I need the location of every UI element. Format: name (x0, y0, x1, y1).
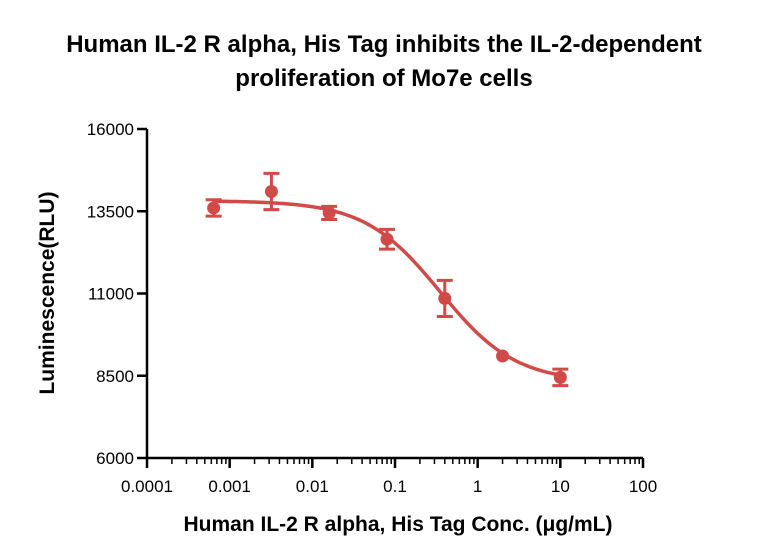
x-tick-label: 100 (629, 477, 657, 496)
data-point (322, 206, 336, 220)
y-tick-label: 6000 (96, 449, 134, 468)
y-axis-ticks: 6000 8500 11000 13500 16000 (87, 120, 147, 468)
y-tick-label: 8500 (96, 367, 134, 386)
x-axis-title: Human IL-2 R alpha, His Tag Conc. (μg/mL… (184, 513, 613, 536)
data-point (264, 185, 278, 199)
chart-title-line-1: Human IL-2 R alpha, His Tag inhibits the… (66, 31, 702, 58)
y-tick-label: 13500 (87, 202, 134, 221)
x-tick-label: 0.0001 (121, 477, 173, 496)
data-point (380, 232, 394, 246)
x-tick-label: 10 (551, 477, 570, 496)
y-axis-title: Luminescence(RLU) (36, 191, 59, 394)
x-tick-label: 1 (473, 477, 482, 496)
data-point (207, 201, 221, 215)
x-axis-ticks: 0.0001 0.001 0.01 0.1 1 10 100 (121, 458, 657, 496)
fit-curve (213, 199, 561, 377)
data-point (438, 291, 452, 305)
x-tick-label: 0.01 (296, 477, 329, 496)
chart-title-line-2: proliferation of Mo7e cells (235, 65, 532, 92)
y-tick-label: 11000 (88, 285, 134, 304)
x-tick-label: 0.1 (383, 477, 407, 496)
data-point (553, 370, 567, 384)
x-tick-label: 0.001 (208, 477, 251, 496)
y-tick-label: 16000 (87, 120, 134, 139)
data-points (205, 171, 569, 388)
data-point (496, 349, 510, 363)
